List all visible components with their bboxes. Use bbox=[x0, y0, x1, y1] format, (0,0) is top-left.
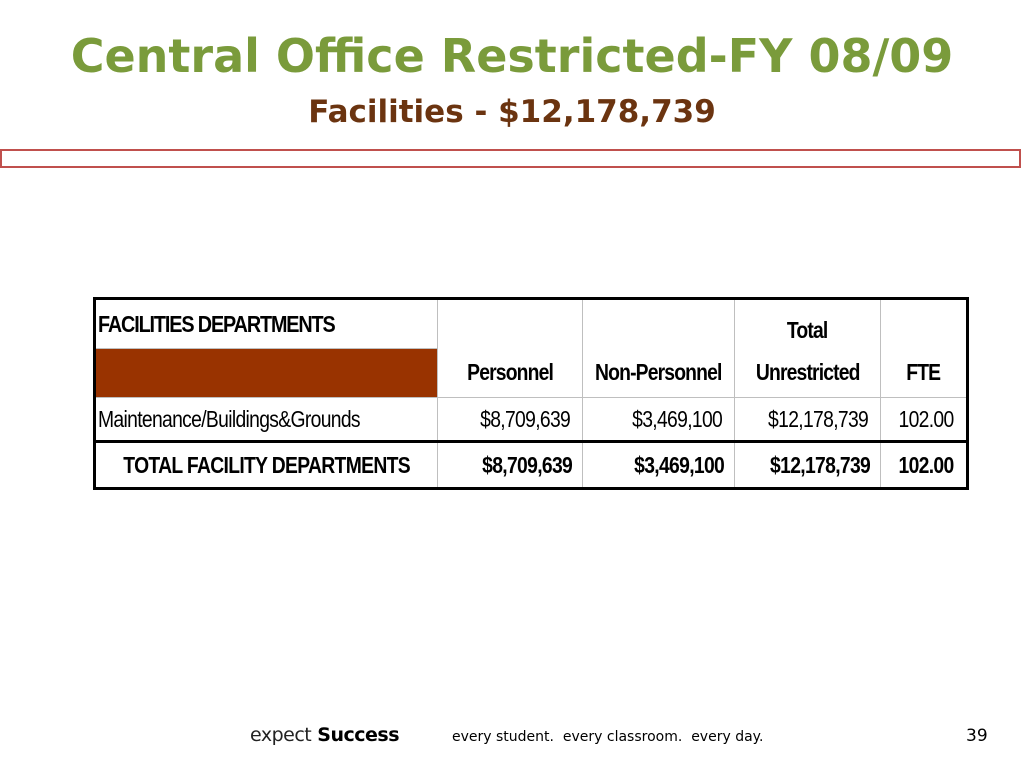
department-name-cell: Maintenance/Buildings&Grounds bbox=[93, 397, 439, 442]
total-fte-value: 102.00 bbox=[898, 451, 955, 478]
total-non-personnel-cell: $3,469,100 bbox=[582, 440, 735, 489]
column-header-total-unrestricted: Total Unrestricted bbox=[733, 298, 881, 398]
grand-total-value: $12,178,739 bbox=[769, 451, 871, 478]
column-header-line1 bbox=[881, 302, 966, 352]
grand-total-cell: $12,178,739 bbox=[733, 440, 881, 489]
brand-bold: Success bbox=[317, 724, 400, 746]
facilities-table: FACILITIES DEPARTMENTS Personnel Non-Per… bbox=[93, 297, 969, 490]
total-fte-cell: 102.00 bbox=[879, 440, 968, 489]
column-header-line1 bbox=[584, 302, 734, 352]
section-header: FACILITIES DEPARTMENTS bbox=[94, 298, 391, 349]
divider-bar bbox=[0, 149, 1021, 168]
total-label: TOTAL FACILITY DEPARTMENTS bbox=[123, 451, 410, 478]
fte-value: 102.00 bbox=[898, 405, 955, 432]
total-unrestricted-value: $12,178,739 bbox=[767, 405, 869, 432]
table-header-row: FACILITIES DEPARTMENTS Personnel Non-Per… bbox=[94, 298, 968, 398]
slide-title: Central Office Restricted-FY 08/09 bbox=[70, 29, 954, 83]
total-personnel-cell: $8,709,639 bbox=[437, 440, 584, 489]
brand-prefix: expect bbox=[250, 724, 312, 746]
column-header-line1 bbox=[439, 302, 582, 352]
header-color-band bbox=[93, 348, 439, 398]
non-personnel-value: $3,469,100 bbox=[631, 405, 723, 432]
column-header-fte: FTE bbox=[879, 298, 968, 398]
fte-cell: 102.00 bbox=[879, 397, 968, 442]
column-header-line2: FTE bbox=[906, 358, 941, 385]
non-personnel-cell: $3,469,100 bbox=[582, 397, 735, 442]
column-header-non-personnel: Non-Personnel bbox=[582, 298, 735, 398]
department-name: Maintenance/Buildings&Grounds bbox=[98, 405, 361, 432]
personnel-cell: $8,709,639 bbox=[437, 397, 584, 442]
footer-tagline: every student. every classroom. every da… bbox=[452, 729, 764, 745]
total-non-personnel-value: $3,469,100 bbox=[633, 451, 725, 478]
footer-brand-logo: expect Success bbox=[250, 723, 400, 747]
total-unrestricted-cell: $12,178,739 bbox=[733, 397, 881, 442]
slide-subtitle: Facilities - $12,178,739 bbox=[308, 94, 716, 130]
column-header-line2: Non-Personnel bbox=[595, 358, 722, 385]
section-header-label: FACILITIES DEPARTMENTS bbox=[97, 310, 336, 337]
personnel-value: $8,709,639 bbox=[480, 405, 571, 432]
total-label-cell: TOTAL FACILITY DEPARTMENTS bbox=[93, 440, 439, 489]
total-personnel-value: $8,709,639 bbox=[482, 451, 573, 478]
column-header-line2: Unrestricted bbox=[755, 358, 860, 385]
table-total-row: TOTAL FACILITY DEPARTMENTS $8,709,639 $3… bbox=[93, 440, 968, 489]
table-row: Maintenance/Buildings&Grounds $8,709,639… bbox=[93, 397, 968, 442]
table-header-band-row bbox=[93, 348, 968, 398]
column-header-line2: Personnel bbox=[467, 358, 554, 385]
page-number: 39 bbox=[966, 726, 988, 746]
column-header-personnel: Personnel bbox=[437, 298, 584, 398]
column-header-line1: Total bbox=[787, 316, 828, 343]
